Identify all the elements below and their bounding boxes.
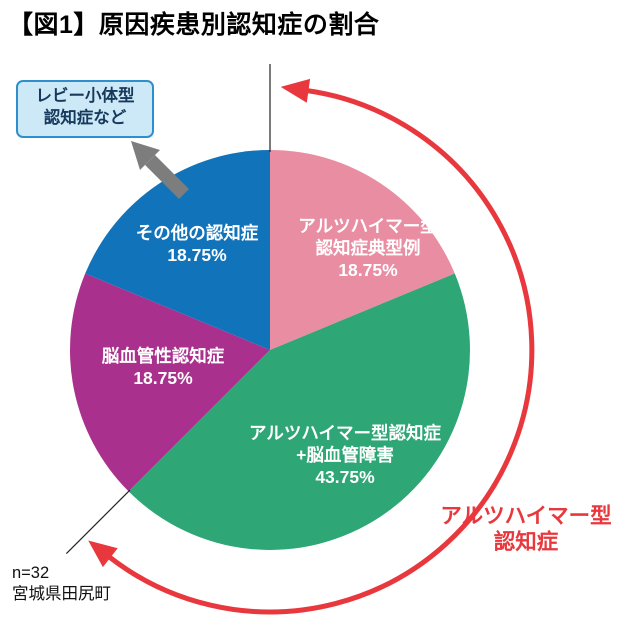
boundary-line-bottom-left xyxy=(65,489,131,555)
callout-box: レビー小体型 認知症など xyxy=(16,80,154,138)
pie-slice-2 xyxy=(128,273,470,550)
callout-text-line1: レビー小体型 xyxy=(35,87,135,105)
callout-arrow-head xyxy=(131,141,160,170)
footnote: n=32 宮城県田尻町 xyxy=(12,563,111,606)
range-arrowhead-top xyxy=(280,78,311,103)
range-annotation-line2: 認知症 xyxy=(493,530,559,555)
figure-title: 【図1】原因疾患別認知症の割合 xyxy=(8,11,380,39)
sample-size: n=32 xyxy=(12,564,50,582)
range-annotation-line1: アルツハイマー型 xyxy=(440,504,612,528)
range-arc xyxy=(107,88,535,615)
survey-location: 宮城県田尻町 xyxy=(12,585,111,604)
pie-slice-label-2: アルツハイマー型認知症+脳血管障害 43.75% xyxy=(249,423,441,487)
pie-slice-4 xyxy=(85,150,270,350)
pie-slice-1 xyxy=(270,150,455,350)
callout-text-line2: 認知症など xyxy=(43,108,127,127)
pie-slice-label-1: アルツハイマー型認知症典型例 18.75% xyxy=(298,216,437,280)
range-annotation-label: アルツハイマー型 認知症 xyxy=(430,503,622,555)
callout-arrow-shaft xyxy=(145,155,189,199)
pie-slice-3 xyxy=(70,273,270,492)
pie-slice-label-4: その他の認知症 18.75% xyxy=(136,223,259,265)
pie-slice-label-3: 脳血管性認知症 18.75% xyxy=(102,346,225,388)
range-arrowhead-bottom xyxy=(88,540,118,568)
